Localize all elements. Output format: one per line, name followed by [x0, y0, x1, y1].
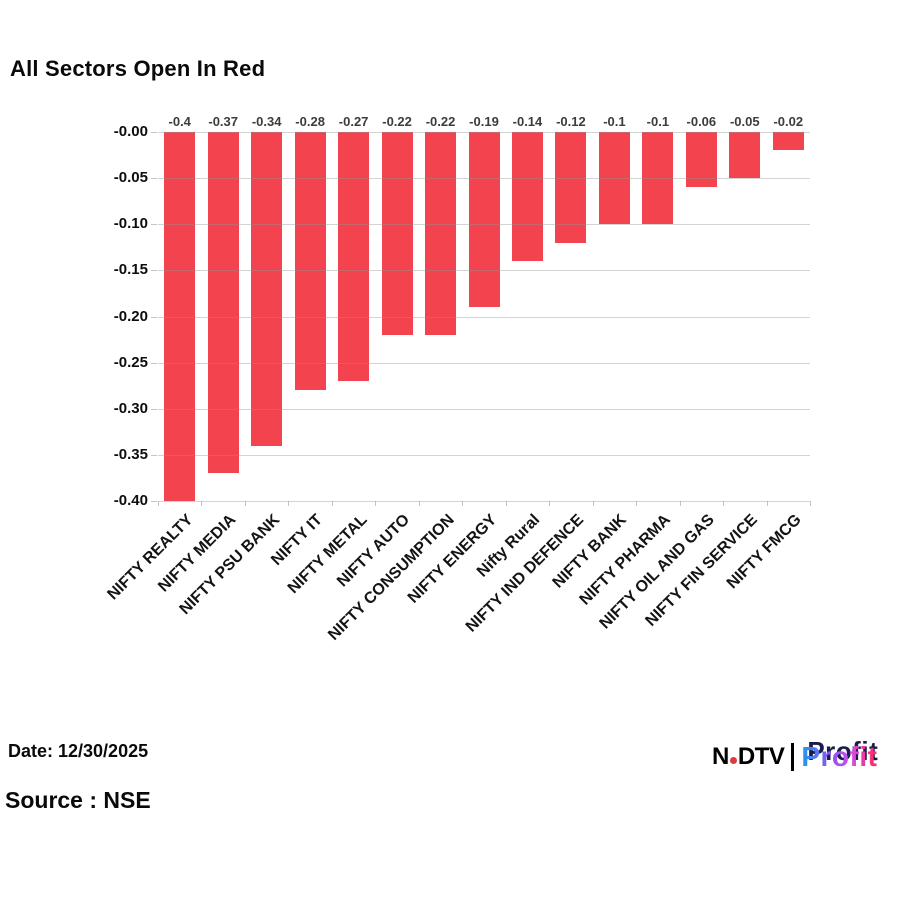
- ndtv-logo-text: N DTV: [712, 743, 785, 770]
- y-tick-label: -0.35: [113, 446, 148, 463]
- bar-value-label: -0.19: [469, 114, 499, 129]
- bar-value-label: -0.4: [168, 114, 191, 129]
- ndtv-profit-logo: N DTV Profit Profit: [712, 736, 878, 773]
- gridline: [158, 455, 810, 456]
- bar-value-label: -0.28: [295, 114, 325, 129]
- profit-logo-text: Profit: [801, 741, 878, 772]
- y-axis-tick: [151, 317, 157, 318]
- date-label: Date: 12/30/2025: [8, 741, 149, 761]
- source-label: Source : NSE: [5, 787, 151, 813]
- bar: [425, 132, 456, 335]
- bar: [599, 132, 630, 224]
- bar-value-label: -0.22: [425, 114, 456, 129]
- bar-value-label: -0.06: [686, 114, 717, 129]
- x-axis-tick: [767, 501, 768, 506]
- x-axis-tick: [245, 501, 246, 506]
- x-axis-tick: [549, 501, 550, 506]
- x-axis-tick: [593, 501, 594, 506]
- gridline: [158, 317, 810, 318]
- bar: [208, 132, 239, 473]
- y-tick-label: -0.15: [113, 261, 148, 278]
- y-axis-tick: [151, 224, 157, 225]
- ndtv-letter-n: N: [712, 743, 729, 770]
- bar: [382, 132, 413, 335]
- x-axis-tick: [201, 501, 202, 506]
- x-axis-tick: [158, 501, 159, 506]
- ndtv-letters-dtv: DTV: [737, 743, 785, 770]
- bar: [512, 132, 543, 261]
- bar-value-label: -0.34: [251, 114, 282, 129]
- y-tick-label: -0.05: [113, 169, 148, 186]
- bar: [642, 132, 673, 224]
- gridline: [158, 501, 810, 502]
- bar-value-label: -0.1: [603, 114, 626, 129]
- bar-value-label: -0.02: [773, 114, 804, 129]
- bar: [773, 132, 804, 150]
- x-axis-tick: [636, 501, 637, 506]
- profit-wordmark: Profit Profit: [801, 736, 878, 773]
- chart-title: All Sectors Open In Red: [10, 56, 266, 81]
- x-axis-tick: [288, 501, 289, 506]
- x-axis-tick: [680, 501, 681, 506]
- bar: [555, 132, 586, 243]
- bar-value-label: -0.37: [208, 114, 239, 129]
- bar: [729, 132, 760, 178]
- y-tick-label: -0.40: [113, 492, 148, 509]
- bar-value-label: -0.12: [556, 114, 586, 129]
- plot-area: -0.00 -0.05 -0.10 -0.15 -0.20 -0.25 -0.30 -0.35…: [104, 114, 811, 644]
- x-axis-tick: [810, 501, 811, 506]
- bar-value-label: -0.27: [338, 114, 369, 129]
- y-tick-label: -0.00: [113, 123, 148, 140]
- ndtv-red-dot-icon: [729, 756, 737, 764]
- y-axis-tick: [151, 455, 157, 456]
- y-tick-label: -0.10: [113, 215, 148, 232]
- x-axis-tick: [506, 501, 507, 506]
- y-axis-tick: [151, 409, 157, 410]
- gridline: [158, 132, 810, 133]
- y-axis-tick: [151, 501, 157, 502]
- gridline: [158, 270, 810, 271]
- bar-value-label: -0.14: [512, 114, 543, 129]
- profit-shadow-text: Profit: [807, 736, 878, 767]
- x-axis-tick: [462, 501, 463, 506]
- bar: [338, 132, 369, 381]
- bar: [469, 132, 500, 307]
- bar-value-label: -0.05: [729, 114, 760, 129]
- y-axis-tick: [151, 178, 157, 179]
- y-axis-tick: [151, 363, 157, 364]
- x-axis-tick: [419, 501, 420, 506]
- y-tick-label: -0.25: [113, 354, 148, 371]
- y-tick-label: -0.30: [113, 400, 148, 417]
- y-axis-tick: [151, 132, 157, 133]
- gridline: [158, 178, 810, 179]
- gridline: [158, 409, 810, 410]
- bar: [164, 132, 195, 501]
- bar: [295, 132, 326, 390]
- x-axis-tick: [332, 501, 333, 506]
- bar-value-label: -0.22: [382, 114, 412, 129]
- bar: [251, 132, 282, 446]
- gridline: [158, 363, 810, 364]
- x-axis-tick: [723, 501, 724, 506]
- x-axis-tick: [375, 501, 376, 506]
- y-axis-tick: [151, 270, 157, 271]
- bar-value-label: -0.1: [646, 114, 670, 129]
- y-tick-label: -0.20: [113, 308, 148, 325]
- bar: [686, 132, 717, 187]
- logo-divider: [791, 743, 795, 771]
- gridline: [158, 224, 810, 225]
- x-category-label: NIFTY MEDIA: [155, 511, 240, 596]
